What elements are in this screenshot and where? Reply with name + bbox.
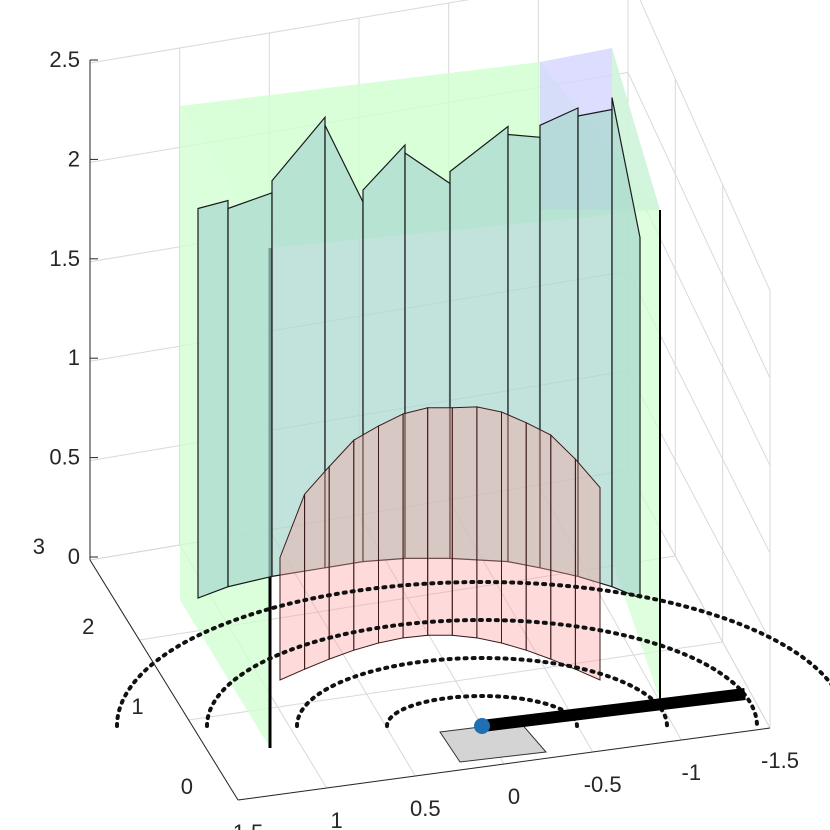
- x-tick-label: 1: [331, 808, 343, 830]
- robot: [474, 688, 746, 734]
- inner-wall: [279, 406, 601, 681]
- y-tick-label: 1: [131, 694, 143, 719]
- z-tick-label: 2: [68, 146, 80, 171]
- inner-wall-panel: [501, 411, 527, 651]
- x-tick-label: -0.5: [584, 772, 622, 797]
- x-tick-label: -1: [682, 760, 702, 785]
- y-tick-label: 2: [82, 614, 94, 639]
- floor-ring: [115, 580, 830, 728]
- z-gridline-side: [627, 72, 771, 379]
- inner-wall-panel: [378, 413, 404, 644]
- outer-wall-panel: [197, 199, 229, 599]
- robot-arm: [481, 688, 746, 732]
- z-tick-label: 2.5: [49, 47, 80, 72]
- outer-wall: [197, 97, 641, 599]
- x-tick-label: 0.5: [410, 796, 441, 821]
- axes: [89, 59, 771, 801]
- z-tick-label: 1: [68, 345, 80, 370]
- inner-wall-panel: [427, 407, 453, 636]
- inner-wall-panel: [476, 406, 502, 644]
- outer-wall-panel: [227, 191, 273, 588]
- z-tick-label: 0.5: [49, 445, 80, 470]
- x-tick-label: 0: [508, 784, 520, 809]
- y-floor-gridline: [188, 641, 723, 721]
- floor-ring: [295, 656, 669, 728]
- z-gridline-side: [639, 0, 771, 291]
- tick-labels: 0 0.5 1 1.5 2 2.5 0 1 2 3 1.5 1 0.5 0 -0.5 -1 -1.5: [33, 47, 799, 830]
- z-tick-label: 1.5: [49, 246, 80, 271]
- x-axis-line: [237, 727, 771, 801]
- inner-wall-panel: [402, 407, 429, 639]
- inner-wall-panel: [304, 465, 330, 670]
- inner-wall-panel: [451, 406, 478, 639]
- z-tick-label: 0: [68, 544, 80, 569]
- y-axis-line: [89, 559, 239, 801]
- y-tick-label: 0: [181, 774, 193, 799]
- inner-wall-panel: [574, 457, 601, 681]
- inner-wall-panel: [550, 433, 576, 670]
- y-tick-label: 3: [33, 534, 45, 559]
- floor-ring: [205, 618, 759, 728]
- robot-joint-marker: [474, 718, 490, 734]
- x-tick-label: 1.5: [233, 820, 264, 830]
- inner-wall-panel: [353, 425, 379, 651]
- x-tick-label: -1.5: [761, 748, 799, 773]
- inner-wall-panel: [328, 438, 355, 660]
